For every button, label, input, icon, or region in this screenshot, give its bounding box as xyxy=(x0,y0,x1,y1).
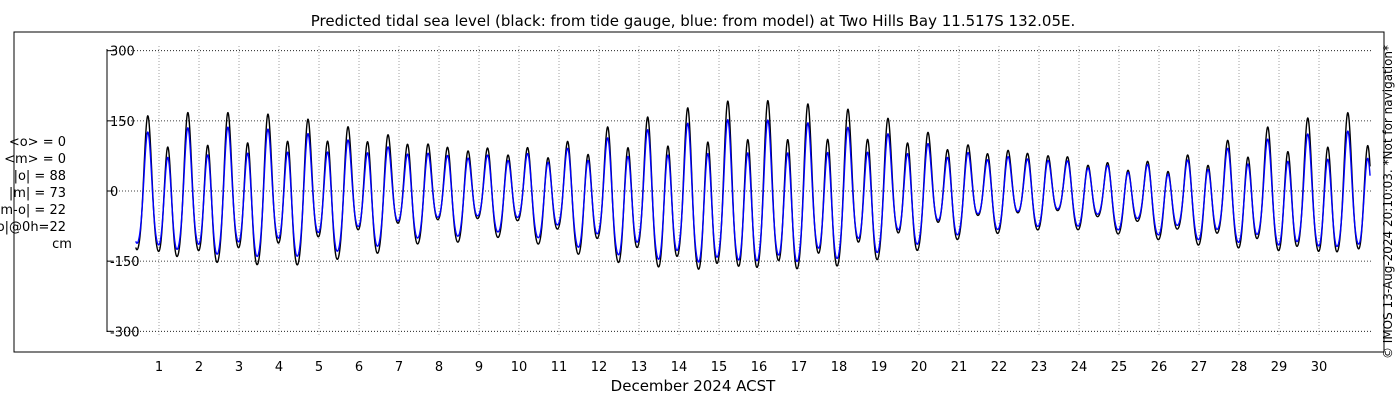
x-tick-label: 4 xyxy=(275,360,283,375)
series-model xyxy=(135,118,1371,263)
x-tick-label: 9 xyxy=(475,360,483,375)
y-tick-label: 0 xyxy=(110,185,118,200)
x-tick-label: 20 xyxy=(911,360,928,375)
x-tick-label: 30 xyxy=(1311,360,1328,375)
x-tick-label: 5 xyxy=(315,360,323,375)
x-tick-label: 16 xyxy=(751,360,768,375)
x-tick-label: 13 xyxy=(631,360,648,375)
x-tick-label: 11 xyxy=(551,360,568,375)
x-axis-label: December 2024 ACST xyxy=(611,377,776,395)
x-tick-label: 3 xyxy=(235,360,243,375)
x-tick-label: 26 xyxy=(1151,360,1168,375)
x-tick-label: 2 xyxy=(195,360,203,375)
x-tick-label: 22 xyxy=(991,360,1008,375)
x-tick-label: 21 xyxy=(951,360,968,375)
y-tick-label: 300 xyxy=(110,45,135,60)
y-tick-label: -300 xyxy=(110,325,140,340)
x-tick-label: 6 xyxy=(355,360,363,375)
x-tick-label: 23 xyxy=(1031,360,1048,375)
stat-abs-observed: |o| = 88 xyxy=(14,169,66,184)
x-tick-label: 1 xyxy=(155,360,163,375)
chart-title: Predicted tidal sea level (black: from t… xyxy=(311,12,1076,30)
stat-unit: cm xyxy=(52,237,72,252)
x-tick-label: 29 xyxy=(1271,360,1288,375)
credit-text: © IMOS 13-Aug-2024 20:10:03. *Not for na… xyxy=(1381,45,1395,359)
x-tick-label: 12 xyxy=(591,360,608,375)
series-layer xyxy=(135,99,1371,270)
x-tick-label: 17 xyxy=(791,360,808,375)
stats-panel: <o> = 0 <m> = 0 |o| = 88 |m| = 73 |m-o| … xyxy=(0,135,72,252)
x-tick-label: 7 xyxy=(395,360,403,375)
stat-abs-diff: |m-o| = 22 xyxy=(0,203,66,218)
x-tick-label: 19 xyxy=(871,360,888,375)
x-tick-label: 18 xyxy=(831,360,848,375)
stat-mean-observed: <o> = 0 xyxy=(9,135,66,150)
x-tick-label: 15 xyxy=(711,360,728,375)
x-tick-label: 10 xyxy=(511,360,528,375)
x-axis: 1 2 3 4 5 6 7 8 9 10 11 12 13 14 15 16 17 18 19 20 21 22 23 24 2… xyxy=(155,360,1327,375)
y-axis: 300 150 0 -150 -300 xyxy=(107,45,140,340)
stat-abs-diff-0h: |m-o|@0h=22 xyxy=(0,220,66,235)
x-tick-label: 24 xyxy=(1071,360,1088,375)
x-tick-label: 25 xyxy=(1111,360,1128,375)
x-tick-label: 8 xyxy=(435,360,443,375)
x-tick-label: 27 xyxy=(1191,360,1208,375)
stat-abs-model: |m| = 73 xyxy=(9,186,66,201)
figure-frame xyxy=(13,31,1385,353)
y-tick-label: 150 xyxy=(110,115,135,130)
x-tick-label: 14 xyxy=(671,360,688,375)
x-tick-label: 28 xyxy=(1231,360,1248,375)
grid-lines xyxy=(107,46,1371,336)
stat-mean-model: <m> = 0 xyxy=(4,152,66,167)
y-tick-label: -150 xyxy=(110,255,140,270)
